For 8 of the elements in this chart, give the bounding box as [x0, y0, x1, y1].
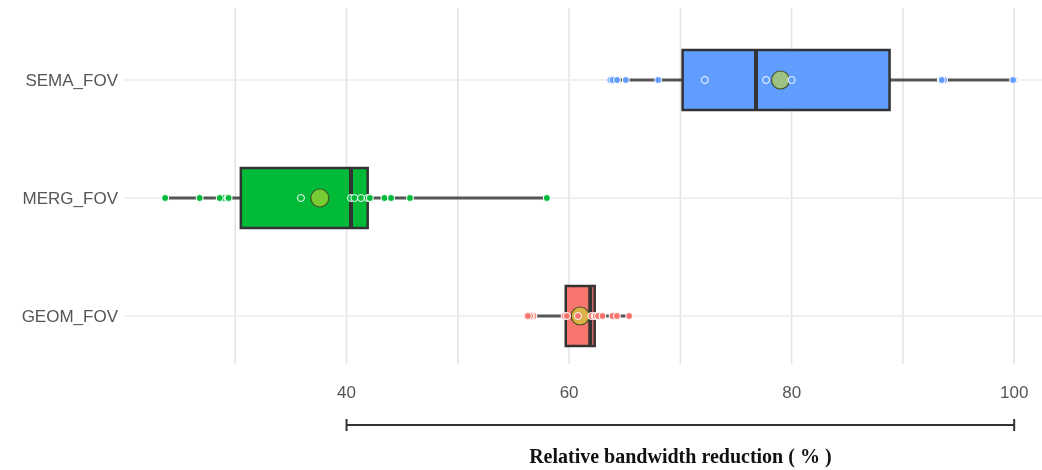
- y-tick-label: MERG_FOV: [22, 189, 119, 208]
- y-tick-label: SEMA_FOV: [25, 71, 119, 90]
- x-tick-label: 40: [337, 383, 357, 402]
- y-tick-label: GEOM_FOV: [21, 307, 119, 326]
- x-axis-title: Relative bandwidth reduction ( % ): [529, 445, 832, 468]
- x-tick-label: 80: [782, 383, 802, 402]
- x-tick-label: 60: [559, 383, 579, 402]
- x-tick-label: 100: [999, 383, 1029, 402]
